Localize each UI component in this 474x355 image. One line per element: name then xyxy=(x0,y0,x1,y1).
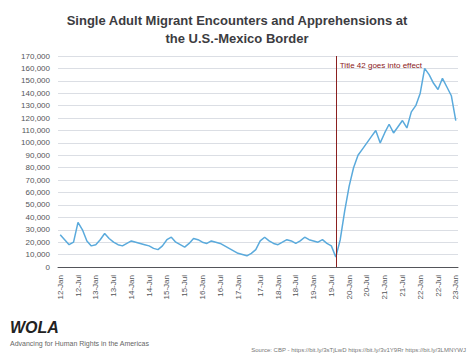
svg-text:the U.S.-Mexico Border: the U.S.-Mexico Border xyxy=(165,31,308,46)
svg-text:17-Jul: 17-Jul xyxy=(256,275,265,297)
svg-text:0: 0 xyxy=(46,263,51,272)
svg-text:19-Jul: 19-Jul xyxy=(327,275,336,297)
svg-text:16-Jan: 16-Jan xyxy=(198,275,207,299)
svg-text:170,000: 170,000 xyxy=(21,52,50,61)
svg-text:Source: CBP - https://bit.ly/3: Source: CBP - https://bit.ly/3sTjLwD htt… xyxy=(251,347,466,353)
svg-text:120,000: 120,000 xyxy=(21,114,50,123)
svg-text:150,000: 150,000 xyxy=(21,76,50,85)
svg-text:10,000: 10,000 xyxy=(26,250,51,259)
svg-text:13-Jan: 13-Jan xyxy=(91,275,100,299)
svg-text:14-Jan: 14-Jan xyxy=(127,275,136,299)
svg-text:40,000: 40,000 xyxy=(26,213,51,222)
svg-text:Advancing for Human Rights in: Advancing for Human Rights in the Americ… xyxy=(10,340,149,348)
svg-text:20-Jul: 20-Jul xyxy=(362,275,371,297)
svg-text:15-Jan: 15-Jan xyxy=(162,275,171,299)
svg-text:21-Jan: 21-Jan xyxy=(380,275,389,299)
svg-text:18-Jan: 18-Jan xyxy=(274,275,283,299)
svg-text:13-Jul: 13-Jul xyxy=(109,275,118,297)
svg-text:15-Jul: 15-Jul xyxy=(180,275,189,297)
svg-text:21-Jul: 21-Jul xyxy=(398,275,407,297)
svg-text:12-Jan: 12-Jan xyxy=(56,275,65,299)
svg-text:23-Jan: 23-Jan xyxy=(451,275,460,299)
svg-text:22-Jan: 22-Jan xyxy=(416,275,425,299)
svg-text:Title 42 goes into effect: Title 42 goes into effect xyxy=(340,61,423,70)
svg-text:50,000: 50,000 xyxy=(26,200,51,209)
svg-text:19-Jan: 19-Jan xyxy=(309,275,318,299)
svg-text:WOLA: WOLA xyxy=(10,319,59,336)
svg-text:20,000: 20,000 xyxy=(26,238,51,247)
svg-text:90,000: 90,000 xyxy=(26,151,51,160)
svg-text:110,000: 110,000 xyxy=(22,126,51,135)
svg-text:100,000: 100,000 xyxy=(21,138,50,147)
svg-text:60,000: 60,000 xyxy=(26,188,51,197)
svg-text:70,000: 70,000 xyxy=(26,176,51,185)
svg-text:140,000: 140,000 xyxy=(21,89,50,98)
svg-text:22-Jul: 22-Jul xyxy=(434,275,443,297)
svg-text:17-Jan: 17-Jan xyxy=(234,275,243,299)
svg-text:Single Adult Migrant Encounter: Single Adult Migrant Encounters and Appr… xyxy=(67,13,408,28)
svg-text:130,000: 130,000 xyxy=(21,101,50,110)
svg-text:30,000: 30,000 xyxy=(26,225,51,234)
svg-text:80,000: 80,000 xyxy=(26,163,51,172)
svg-text:160,000: 160,000 xyxy=(21,64,50,73)
svg-text:12-Jul: 12-Jul xyxy=(74,275,83,297)
svg-text:16-Jul: 16-Jul xyxy=(216,275,225,297)
svg-text:18-Jul: 18-Jul xyxy=(291,275,300,297)
svg-text:20-Jan: 20-Jan xyxy=(345,275,354,299)
svg-text:14-Jul: 14-Jul xyxy=(145,275,154,297)
